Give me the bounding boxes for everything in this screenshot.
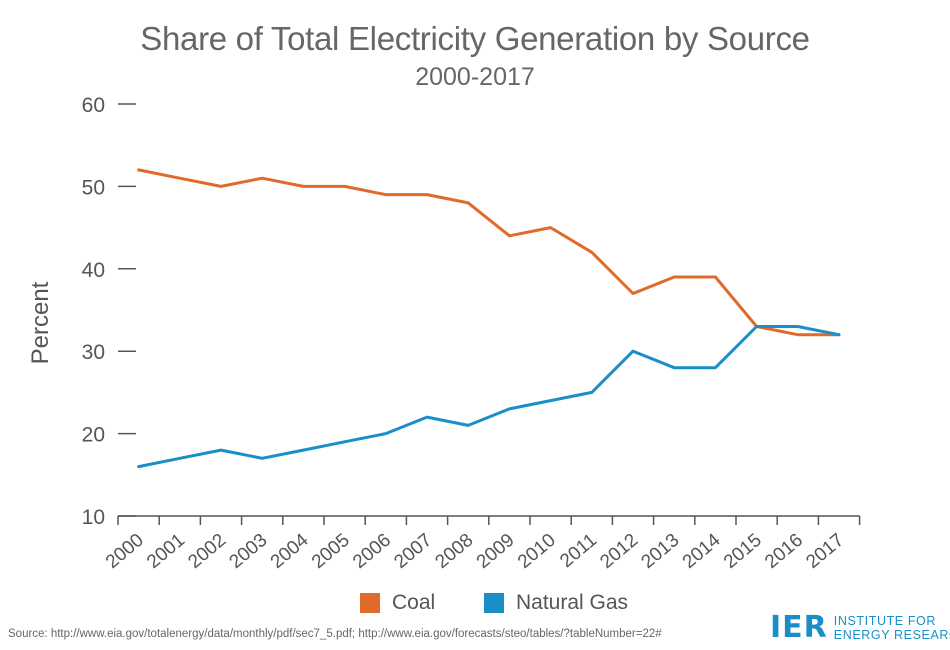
- y-axis-label: Percent: [27, 281, 54, 364]
- legend-item-natural-gas: Natural Gas: [484, 590, 628, 616]
- x-tick-label: 2013: [638, 530, 684, 573]
- legend-label-coal: Coal: [392, 591, 436, 614]
- y-tick-label: 50: [82, 176, 105, 199]
- logo-mark: IER: [770, 610, 828, 645]
- y-tick-label: 60: [82, 94, 105, 117]
- x-tick-label: 2006: [349, 530, 395, 573]
- x-tick-label: 2000: [102, 530, 148, 573]
- x-tick-label: 2016: [761, 530, 807, 573]
- y-tick-label: 10: [82, 506, 105, 529]
- series-line-natural-gas: [137, 325, 841, 469]
- x-axis: 2000200120022003200420052006200720082009…: [102, 515, 861, 573]
- x-tick-label: 2007: [390, 530, 436, 573]
- x-tick-label: 2011: [556, 530, 601, 572]
- x-tick-label: 2004: [267, 529, 313, 573]
- y-tick-label: 40: [82, 259, 105, 282]
- x-tick-label: 2010: [514, 530, 560, 573]
- chart-title: Share of Total Electricity Generation by…: [140, 20, 810, 57]
- x-tick-label: 2017: [802, 530, 848, 573]
- series-layer: [137, 168, 841, 469]
- legend: Coal Natural Gas: [0, 590, 950, 616]
- x-tick-label: 2014: [679, 529, 725, 573]
- series-line-coal: [137, 168, 841, 337]
- logo-text: INSTITUTE FOR ENERGY RESEARCH: [834, 614, 950, 642]
- x-tick-label: 2012: [596, 530, 642, 573]
- y-tick-label: 30: [82, 341, 105, 364]
- logo-line-2: ENERGY RESEARCH: [833, 628, 950, 642]
- logo-line-1: INSTITUTE FOR: [833, 614, 937, 628]
- x-tick-label: 2008: [432, 530, 478, 573]
- ier-logo: IER INSTITUTE FOR ENERGY RESEARCH: [770, 612, 950, 644]
- legend-swatch-natural-gas: [484, 593, 504, 613]
- chart-subtitle: 2000-2017: [415, 63, 535, 91]
- x-tick-label: 2005: [308, 530, 354, 573]
- x-tick-label: 2001: [143, 530, 189, 573]
- x-tick-label: 2009: [473, 530, 519, 573]
- x-tick-label: 2003: [226, 530, 272, 573]
- y-tick-label: 20: [82, 424, 105, 447]
- x-tick-label: 2002: [184, 530, 230, 573]
- y-axis: 60 50 40 30 20 10: [82, 94, 136, 529]
- legend-item-coal: Coal: [360, 590, 435, 616]
- x-tick-label: 2015: [720, 530, 766, 573]
- legend-label-natural-gas: Natural Gas: [516, 591, 629, 614]
- legend-swatch-coal: [360, 593, 380, 613]
- source-note: Source: http://www.eia.gov/totalenergy/d…: [8, 628, 662, 640]
